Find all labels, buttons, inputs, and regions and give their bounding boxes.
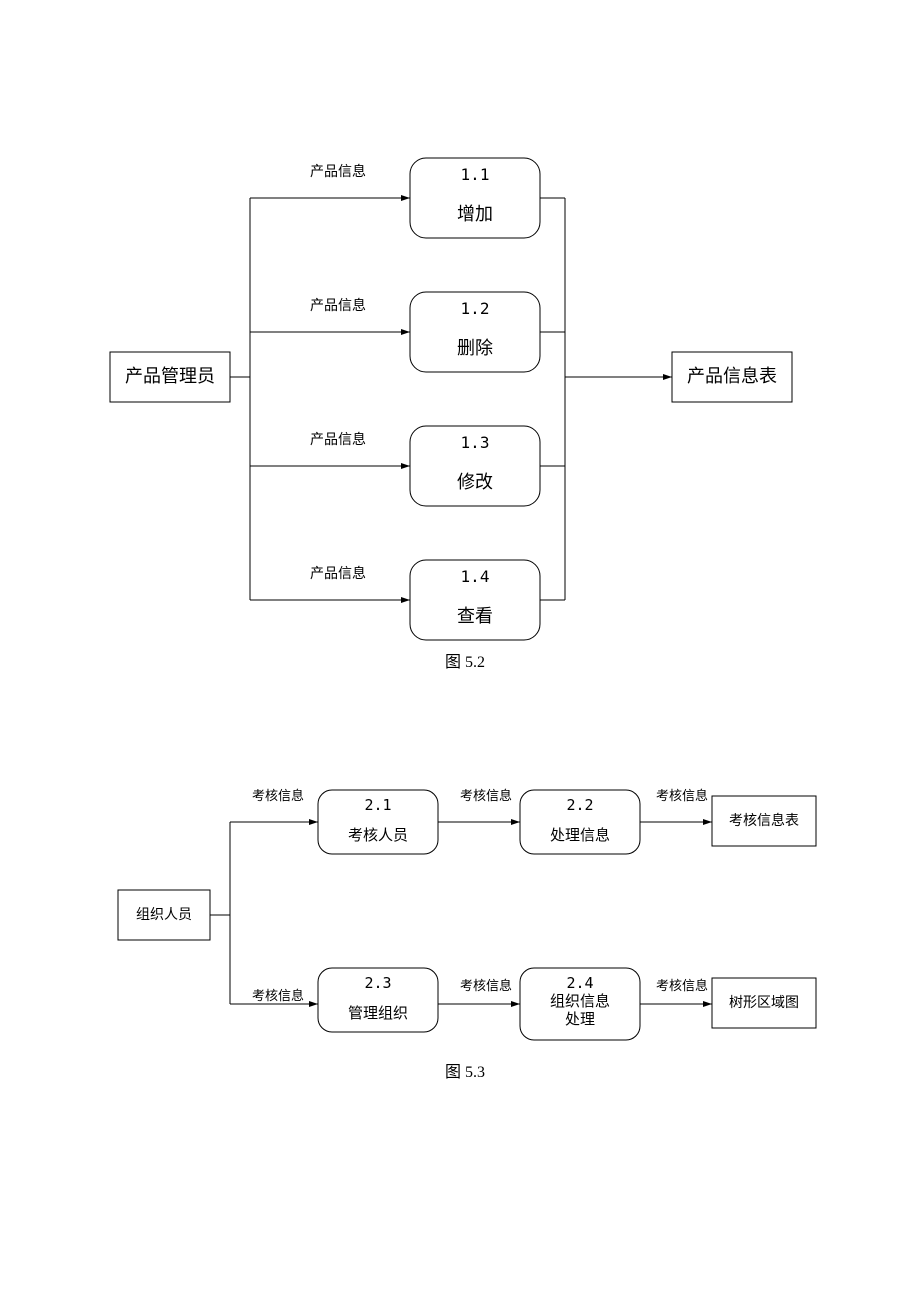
svg-text:处理信息: 处理信息: [550, 827, 610, 844]
svg-text:2.1: 2.1: [364, 796, 391, 814]
svg-text:考核人员: 考核人员: [348, 827, 408, 844]
edge-label: 考核信息: [252, 788, 304, 803]
svg-text:管理组织: 管理组织: [348, 1005, 408, 1022]
edge-label: 考核信息: [252, 988, 304, 1003]
sink-node: 树形区域图: [712, 978, 816, 1028]
svg-text:树形区域图: 树形区域图: [729, 995, 799, 1011]
edge-label: 考核信息: [460, 788, 512, 803]
svg-text:2.4: 2.4: [566, 974, 593, 992]
sink-nodes-5-3: 考核信息表树形区域图: [712, 796, 816, 1028]
svg-text:组织信息: 组织信息: [550, 993, 610, 1010]
process-nodes-5-3: 2.1 考核人员 2.2 处理信息 2.3 管理组织 2.4组织信息处理: [318, 790, 640, 1040]
node-source-org-personnel: 组织人员: [118, 890, 210, 940]
process-node-2-3: 2.3 管理组织: [318, 968, 438, 1032]
svg-text:2.2: 2.2: [566, 796, 593, 814]
sink-node: 考核信息表: [712, 796, 816, 846]
process-node-2-4: 2.4组织信息处理: [520, 968, 640, 1040]
edge-label: 考核信息: [656, 788, 708, 803]
svg-text:组织人员: 组织人员: [136, 907, 192, 923]
svg-text:处理: 处理: [565, 1011, 595, 1028]
edge-label: 考核信息: [460, 978, 512, 993]
process-node-2-1: 2.1 考核人员: [318, 790, 438, 854]
svg-text:考核信息表: 考核信息表: [729, 812, 799, 829]
page: 产品管理员 产品信息表 1.1增加1.2删除1.3修改1.4查看 产品信息产品信…: [0, 0, 920, 1302]
caption-5-3: 图 5.3: [445, 1058, 485, 1082]
process-node-2-2: 2.2 处理信息: [520, 790, 640, 854]
edge-label: 考核信息: [656, 978, 708, 993]
svg-text:2.3: 2.3: [364, 974, 391, 992]
diagram-5-3-svg: 组织人员 2.1 考核人员 2.2 处理信息 2.3 管理组织 2.4组织信息处理 考核信息…: [0, 0, 920, 1302]
